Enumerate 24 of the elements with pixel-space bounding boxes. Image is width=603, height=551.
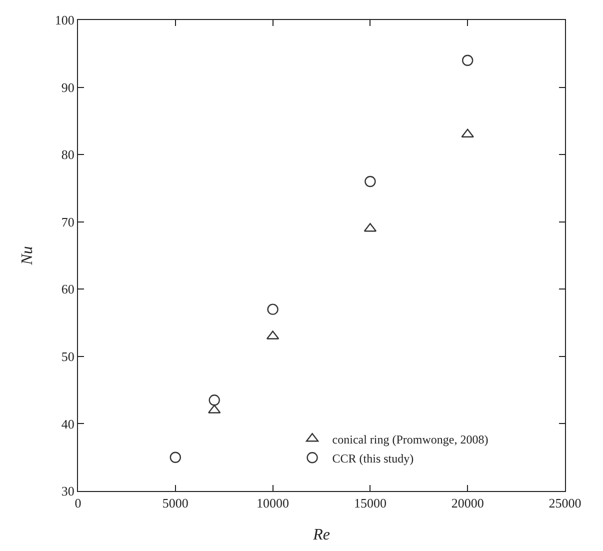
x-axis-title: Re xyxy=(312,526,330,544)
point xyxy=(267,304,278,315)
y-axis-title: Nu xyxy=(18,246,36,266)
x-tick-label: 0 xyxy=(74,496,82,511)
y-tick-label: 40 xyxy=(61,416,74,432)
legend-label: CCR (this study) xyxy=(332,451,414,466)
point xyxy=(170,452,181,463)
legend-label: conical ring (Promwonge, 2008) xyxy=(332,432,488,446)
point xyxy=(462,54,474,66)
x-tick-label: 20000 xyxy=(451,496,484,511)
x-tick-label: 10000 xyxy=(256,496,290,511)
x-tick-label: 15000 xyxy=(354,496,386,511)
point xyxy=(364,176,376,188)
y-tick-label: 90 xyxy=(61,80,74,95)
y-tick-label: 50 xyxy=(61,348,74,364)
y-tick-label: 60 xyxy=(61,282,74,297)
y-tick-label: 100 xyxy=(54,12,74,28)
x-tick-label: 5000 xyxy=(162,496,188,511)
point xyxy=(364,222,377,232)
y-tick-label: 30 xyxy=(61,484,74,499)
y-tick-label: 70 xyxy=(61,214,74,230)
point xyxy=(208,394,220,406)
x-tick-label: 25000 xyxy=(548,496,582,511)
y-tick-label: 80 xyxy=(61,147,74,162)
